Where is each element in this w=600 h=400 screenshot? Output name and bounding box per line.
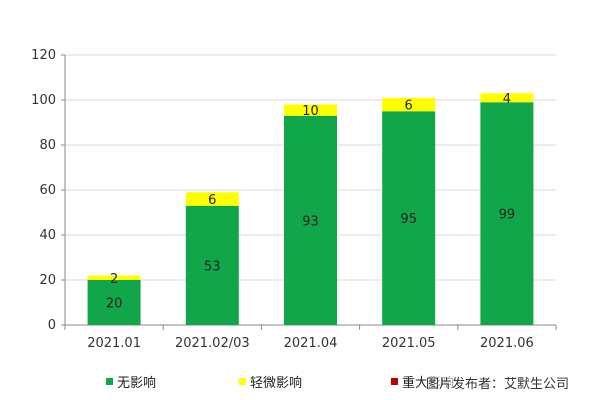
data-label: 99 xyxy=(499,208,516,223)
legend-label-minor-impact: 轻微影响 xyxy=(250,376,303,391)
x-tick-label: 2021.06 xyxy=(480,336,534,351)
data-label: 53 xyxy=(204,259,221,274)
data-label: 10 xyxy=(302,104,319,119)
bar-segment xyxy=(284,104,337,116)
legend-label-no-impact: 无影响 xyxy=(117,376,157,391)
bars xyxy=(87,93,534,325)
legend-swatch-major-impact xyxy=(391,378,398,385)
data-label: 4 xyxy=(503,92,511,107)
data-label: 2 xyxy=(110,272,118,287)
y-tick-label: 120 xyxy=(31,48,56,63)
legend-item-no-impact: 无影响 xyxy=(106,372,156,391)
bar-segment xyxy=(87,275,141,280)
legend-item-minor-impact: 轻微影响 xyxy=(239,372,302,391)
x-tick-label: 2021.04 xyxy=(284,336,338,351)
bar-segment xyxy=(284,115,337,325)
y-tick-label: 100 xyxy=(31,93,56,108)
bar-segment xyxy=(185,192,239,206)
bar-segment xyxy=(480,93,534,103)
legend-swatch-no-impact xyxy=(106,378,113,385)
bar-segment xyxy=(87,280,141,325)
bar-segment xyxy=(382,97,436,112)
bar-segment xyxy=(382,111,436,325)
data-label: 6 xyxy=(405,99,413,114)
bar-segment xyxy=(480,102,534,325)
data-label: 20 xyxy=(106,297,123,312)
x-tick-label: 2021.01 xyxy=(87,336,141,351)
y-tick-label: 80 xyxy=(39,138,56,153)
data-label: 95 xyxy=(400,212,417,227)
data-label: 6 xyxy=(208,193,216,208)
y-tick-label: 40 xyxy=(39,228,56,243)
x-axis: 2021.01 2021.02/03 2021.04 2021.05 2021.06 xyxy=(64,324,557,351)
data-label: 93 xyxy=(302,214,319,229)
stacked-bar-chart: 0 20 40 60 80 100 120 2021.01 2021.02/03 2021.04… xyxy=(31,48,557,351)
y-tick-label: 60 xyxy=(39,183,56,198)
y-tick-label: 0 xyxy=(48,318,56,333)
bar-segment xyxy=(185,205,239,325)
x-tick-label: 2021.05 xyxy=(382,336,436,351)
x-tick-label: 2021.02/03 xyxy=(175,336,250,351)
y-tick-label: 20 xyxy=(39,273,56,288)
data-labels: 20 2 53 6 93 10 95 6 99 4 xyxy=(106,92,515,312)
legend-swatch-minor-impact xyxy=(239,378,246,385)
y-axis: 0 20 40 60 80 100 120 xyxy=(31,48,66,333)
publisher-watermark: 图片发布者：艾默生公司 xyxy=(426,373,570,392)
